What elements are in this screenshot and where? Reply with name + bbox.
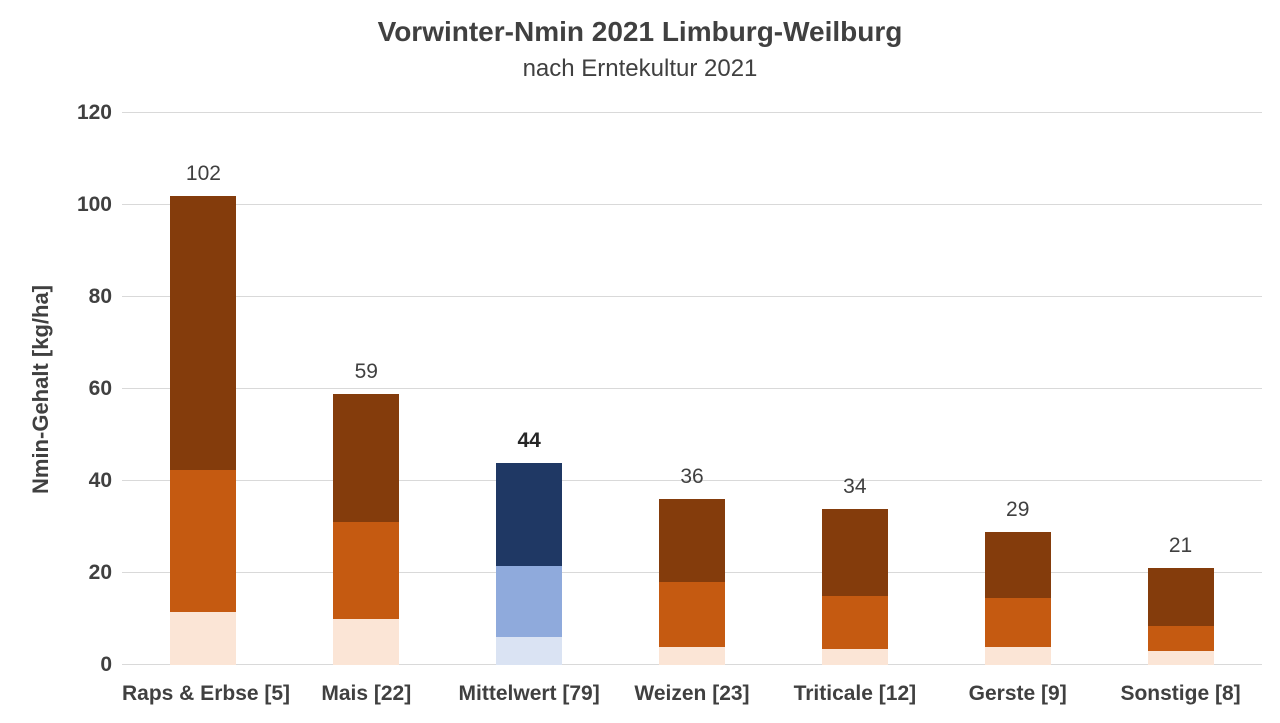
bar-5-upper-segment xyxy=(821,508,888,596)
gridline-y-80 xyxy=(122,296,1262,297)
x-category-label-4: Weizen [23] xyxy=(634,682,750,705)
chart-subtitle: nach Erntekultur 2021 xyxy=(522,55,758,82)
y-tick-label-100: 100 xyxy=(76,193,112,216)
gridline-y-60 xyxy=(122,388,1262,389)
y-tick-label-60: 60 xyxy=(88,377,112,400)
bar-4-lower-segment xyxy=(659,646,725,665)
plot-area xyxy=(122,112,1262,665)
bar-2-middle-segment xyxy=(333,522,400,619)
bar-total-label-5: 34 xyxy=(843,474,867,498)
bar-1-middle-segment xyxy=(170,469,237,613)
bar-7-middle-segment xyxy=(1147,625,1214,652)
y-tick-label-40: 40 xyxy=(88,469,112,492)
bar-total-label-7: 21 xyxy=(1168,534,1193,558)
gridline-y-40 xyxy=(122,480,1262,481)
bar-2-lower-segment xyxy=(333,619,400,665)
bar-total-label-3: 44 xyxy=(517,428,541,452)
bar-5-middle-segment xyxy=(821,596,888,649)
bar-1-upper-segment xyxy=(170,195,237,470)
bar-total-label-4: 36 xyxy=(680,465,704,489)
bar-7-lower-segment xyxy=(1147,651,1214,665)
gridline-y-100 xyxy=(122,204,1262,205)
gridline-y-120 xyxy=(122,112,1262,113)
bar-3-middle-segment xyxy=(496,566,563,638)
x-category-label-1: Raps & Erbse [5] xyxy=(122,682,291,705)
x-category-label-3: Mittelwert [79] xyxy=(458,682,600,705)
bar-1-lower-segment xyxy=(170,612,237,665)
y-tick-label-120: 120 xyxy=(76,101,112,124)
y-tick-label-80: 80 xyxy=(88,285,112,308)
bar-total-label-1: 102 xyxy=(185,161,221,185)
x-category-label-5: Triticale [12] xyxy=(793,682,917,705)
bar-6-lower-segment xyxy=(984,646,1051,665)
x-category-label-7: Sonstige [8] xyxy=(1120,682,1241,705)
x-category-label-6: Gerste [9] xyxy=(968,682,1067,705)
bar-total-label-6: 29 xyxy=(1006,497,1030,521)
bar-total-label-2: 59 xyxy=(354,359,378,383)
bar-3-upper-segment xyxy=(496,462,563,567)
bar-2-upper-segment xyxy=(333,393,400,523)
bar-4-upper-segment xyxy=(659,499,725,583)
chart-title: Vorwinter-Nmin 2021 Limburg-Weilburg xyxy=(377,16,903,47)
bar-5-lower-segment xyxy=(821,648,888,665)
y-tick-label-20: 20 xyxy=(88,561,112,584)
bar-6-upper-segment xyxy=(984,531,1051,599)
bar-6-middle-segment xyxy=(984,598,1051,647)
bar-3-lower-segment xyxy=(496,637,563,665)
x-category-label-2: Mais [22] xyxy=(321,682,412,705)
bar-7-upper-segment xyxy=(1147,568,1214,626)
y-tick-label-0: 0 xyxy=(100,653,112,676)
bar-4-middle-segment xyxy=(659,582,725,647)
